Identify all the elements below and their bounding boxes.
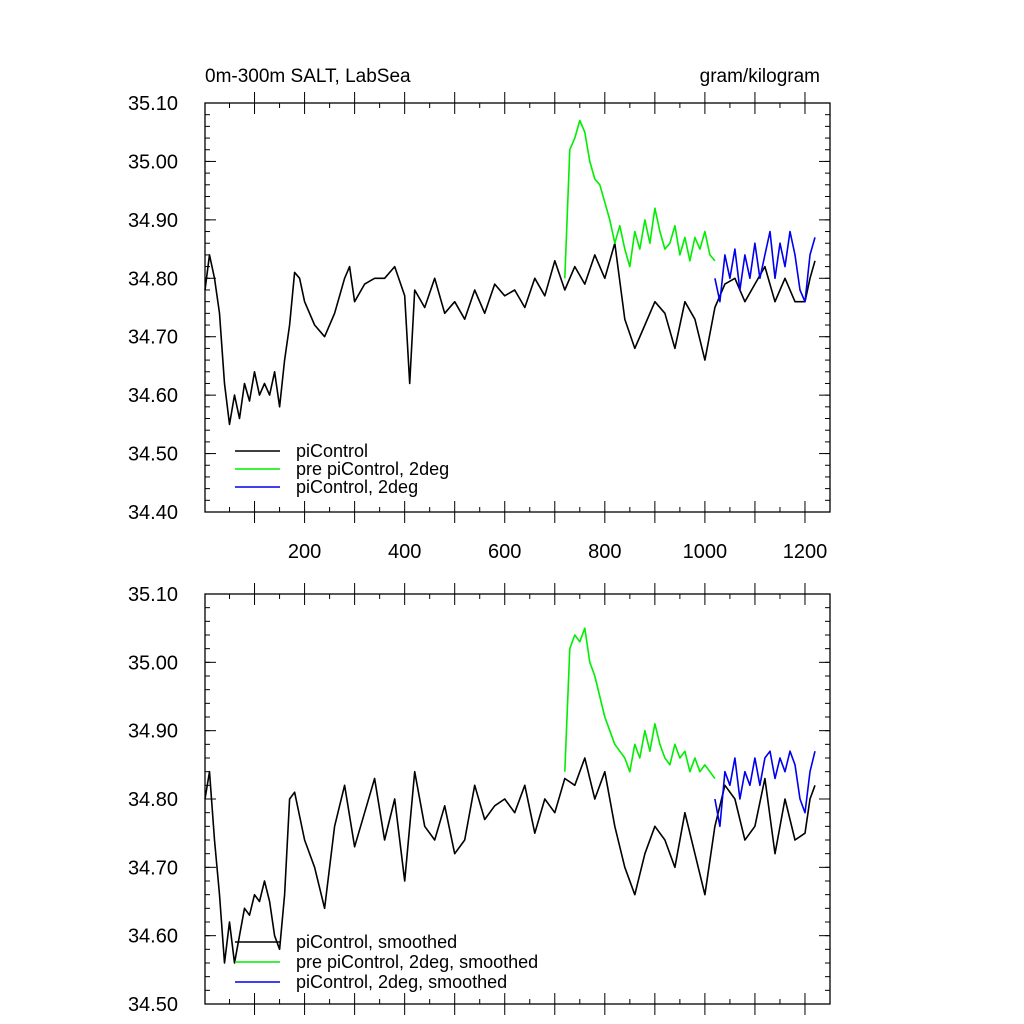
top-series-group (204, 119, 816, 426)
top-y-tick-label: 34.90 (128, 210, 178, 232)
top-x-tick-label: 200 (288, 541, 321, 563)
top-y-tick-label: 34.50 (128, 444, 178, 466)
top-x-tick-label: 1200 (783, 541, 828, 563)
bottom-y-tick-label: 34.90 (128, 721, 178, 743)
bottom-series-line-1 (564, 627, 716, 779)
bottom-y-tick-label: 34.50 (128, 994, 178, 1016)
top-series-line-2 (714, 230, 816, 303)
bottom-series-group (204, 627, 816, 964)
top-legend-label: piControl (296, 441, 368, 461)
bottom-series-line-2 (714, 750, 816, 828)
bottom-legend-label: piControl, smoothed (296, 932, 457, 952)
top-panel-units: gram/kilogram (700, 66, 820, 87)
top-x-tick-label: 1000 (683, 541, 728, 563)
top-x-tick-label: 600 (488, 541, 521, 563)
top-x-tick-label: 400 (388, 541, 421, 563)
bottom-panel: 34.50 34.60 34.70 34.80 34.90 35.00 35.10 piCo… (128, 583, 831, 1016)
top-legend-label: pre piControl, 2deg (296, 459, 449, 479)
top-y-tick-label: 35.10 (128, 93, 178, 115)
bottom-y-tick-label: 34.60 (128, 926, 178, 948)
top-x-tick-label: 800 (588, 541, 621, 563)
top-panel-title: 0m-300m SALT, LabSea (205, 66, 411, 87)
bottom-y-tick-label: 35.10 (128, 584, 178, 606)
bottom-series-line-0 (204, 757, 816, 964)
top-y-tick-label: 34.80 (128, 268, 178, 290)
top-series-line-1 (564, 119, 716, 279)
top-panel: 0m-300m SALT, LabSea gram/kilogram 34.40… (128, 66, 831, 563)
top-y-tick-label: 34.60 (128, 385, 178, 407)
top-y-tick-label: 35.00 (128, 151, 178, 173)
top-plot-frame (204, 102, 831, 513)
top-legend-label: piControl, 2deg (296, 477, 418, 497)
bottom-plot-frame (204, 593, 831, 1005)
bottom-y-tick-label: 34.80 (128, 789, 178, 811)
top-series-line-0 (204, 242, 816, 426)
top-y-tick-label: 34.70 (128, 327, 178, 349)
bottom-legend-label: piControl, 2deg, smoothed (296, 972, 507, 992)
bottom-y-tick-label: 34.70 (128, 857, 178, 879)
bottom-y-tick-label: 35.00 (128, 652, 178, 674)
top-ticks-group: 34.40 34.50 34.60 34.70 34.80 34.90 35.00 35.10… (128, 92, 830, 563)
bottom-legend-label: pre piControl, 2deg, smoothed (296, 952, 538, 972)
top-y-tick-label: 34.40 (128, 502, 178, 524)
